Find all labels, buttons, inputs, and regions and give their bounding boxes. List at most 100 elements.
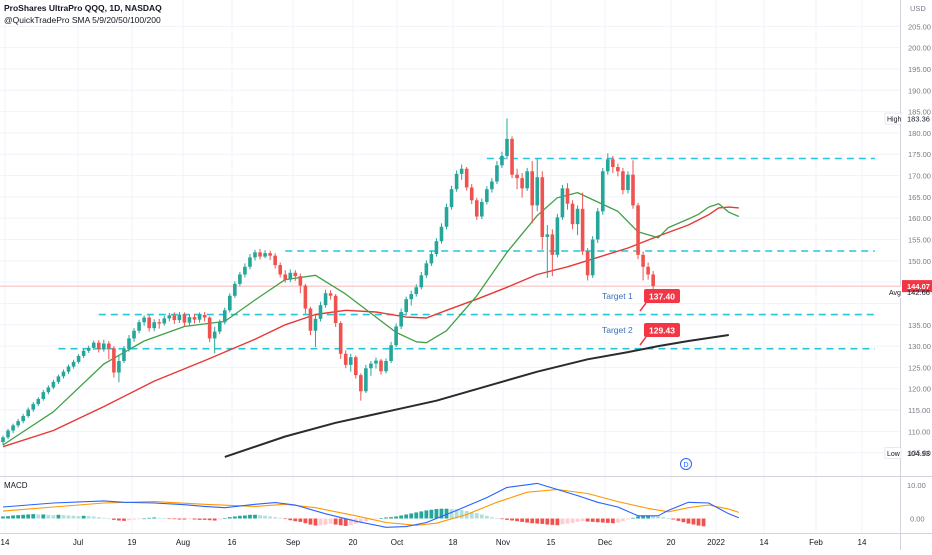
macd-histogram-bar (550, 518, 555, 525)
candle-body (454, 173, 459, 190)
price-axis-tick: 160.00 (908, 214, 931, 223)
macd-histogram-bar (610, 518, 615, 524)
candle-body (333, 295, 338, 324)
macd-histogram-bar (313, 518, 318, 526)
candle-body (273, 255, 277, 266)
candle-body (278, 265, 282, 275)
macd-histogram-bar (434, 509, 439, 519)
candle-body (298, 276, 303, 286)
macd-histogram-bar (500, 518, 504, 520)
candle-body (600, 171, 605, 212)
candle-body (207, 317, 212, 339)
candle-body (651, 274, 655, 287)
indicator-label: @QuickTradePro SMA 5/9/20/50/100/200 (4, 15, 161, 25)
macd-histogram-bar (278, 517, 283, 519)
candle-body (253, 252, 257, 258)
candle-body (102, 343, 106, 350)
macd-histogram-bar (570, 518, 575, 523)
macd-histogram-bar (106, 518, 111, 520)
candle-body (152, 322, 156, 329)
macd-histogram-bar (691, 518, 696, 525)
candle-body (646, 266, 650, 275)
macd-histogram-bar (273, 517, 278, 519)
candle-body (419, 275, 424, 288)
macd-histogram-bar (621, 518, 625, 522)
candle-body (464, 168, 469, 188)
macd-signal-line (2, 488, 739, 526)
macd-histogram-bar (389, 517, 393, 519)
candle-body (107, 343, 111, 349)
candle-body (364, 368, 368, 392)
candle-body (142, 317, 146, 323)
macd-histogram-bar (111, 518, 116, 520)
high-label: High (887, 117, 902, 124)
candle-body (495, 165, 499, 182)
candle-body (409, 294, 414, 300)
candle-body (565, 188, 570, 204)
high-tag (884, 112, 902, 125)
time-axis-tick: 20 (349, 538, 358, 547)
macd-axis-tick: 10.00 (907, 481, 926, 490)
candle-body (293, 272, 298, 277)
candle-body (485, 189, 489, 202)
candle-body (550, 234, 555, 255)
candle-body (520, 178, 524, 189)
macd-histogram-bar (439, 508, 444, 519)
time-axis-tick: Sep (286, 538, 301, 547)
macd-histogram-bar (384, 517, 388, 519)
price-axis-tick: 175.00 (908, 150, 931, 159)
sma20-line (2, 191, 740, 446)
time-axis-tick: 20 (667, 538, 676, 547)
price-axis-tick: 195.00 (908, 65, 931, 74)
candle-body (359, 375, 363, 392)
macd-histogram-bar (117, 518, 121, 521)
candle-body (328, 293, 333, 296)
macd-histogram-bar (21, 514, 26, 519)
macd-histogram-bar (560, 518, 565, 525)
macd-histogram-bar (167, 518, 172, 520)
candle-body (616, 167, 620, 172)
candle-body (500, 155, 504, 166)
macd-histogram-bar (520, 518, 525, 522)
target-badge (644, 323, 680, 337)
target-badge-value: 137.40 (649, 292, 675, 302)
macd-histogram-bar (681, 518, 686, 523)
candle-body (258, 252, 262, 257)
candle-body (162, 318, 167, 324)
candle-body (197, 314, 202, 320)
macd-histogram-bar (495, 518, 499, 519)
time-axis-tick: 19 (128, 538, 137, 547)
macd-histogram-bar (91, 516, 96, 519)
candle-body (303, 285, 308, 309)
macd-histogram-bar (268, 516, 273, 519)
candle-body (117, 361, 121, 373)
candle-body (263, 253, 267, 257)
macd-histogram-bar (701, 518, 706, 527)
candle-body (343, 353, 348, 365)
candle-body (449, 189, 454, 208)
candle-body (354, 357, 358, 376)
macd-histogram-bar (479, 514, 484, 519)
candle-body (611, 159, 615, 168)
candle-body (505, 138, 509, 156)
macd-histogram-bar (686, 518, 691, 524)
macd-histogram-bar (36, 514, 41, 519)
macd-histogram-bar (253, 514, 257, 519)
macd-histogram-bar (96, 517, 101, 519)
time-axis-tick: Dec (598, 538, 612, 547)
macd-histogram-bar (474, 513, 479, 519)
candle-body (238, 274, 242, 284)
candle-body (490, 181, 494, 190)
candle-body (182, 314, 187, 323)
candle-body (555, 217, 560, 255)
currency-label: USD (910, 4, 926, 13)
candle-body (26, 409, 30, 417)
macd-histogram-bar (217, 518, 222, 520)
candle-body (459, 168, 464, 174)
candle-body (434, 241, 439, 254)
candle-body (112, 348, 116, 373)
time-axis-tick: 14 (858, 538, 867, 547)
macd-axis-tick: 0.00 (910, 515, 925, 524)
